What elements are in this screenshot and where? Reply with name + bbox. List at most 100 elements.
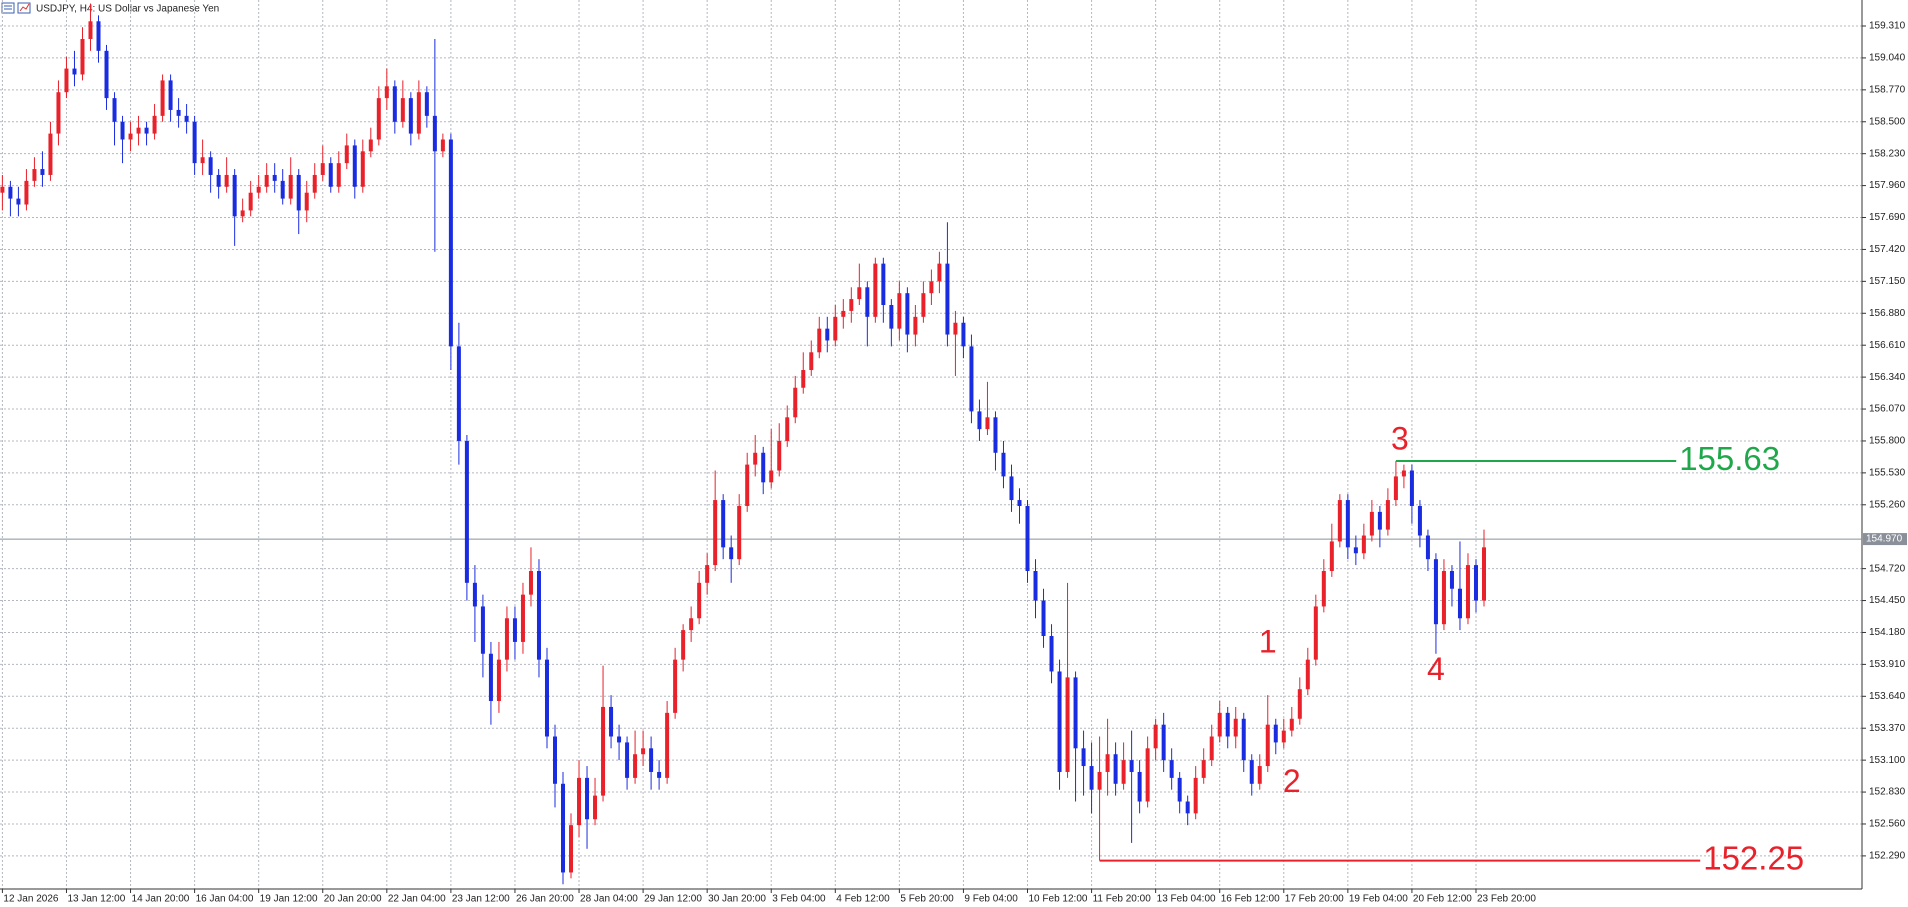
candle-body bbox=[304, 192, 309, 211]
wave-label: 3 bbox=[1391, 420, 1409, 456]
candle-body bbox=[945, 263, 950, 335]
x-tick-label: 23 Feb 20:00 bbox=[1477, 894, 1536, 905]
candle-body bbox=[921, 293, 926, 317]
candle-body bbox=[985, 417, 990, 430]
chart-title: USDJPY, H4: US Dollar vs Japanese Yen bbox=[36, 4, 219, 15]
candle-body bbox=[1097, 771, 1102, 790]
candle-body bbox=[705, 565, 710, 583]
candle-body bbox=[1209, 736, 1214, 761]
candle-body bbox=[24, 180, 29, 205]
current-price-label: 154.970 bbox=[1866, 534, 1903, 545]
candle-body bbox=[809, 352, 814, 371]
candle-body bbox=[737, 505, 742, 560]
icon bbox=[1, 2, 15, 14]
y-tick-label: 157.420 bbox=[1869, 244, 1906, 255]
icon-line bbox=[19, 3, 30, 12]
y-tick-label: 157.690 bbox=[1869, 212, 1906, 223]
x-tick-label: 4 Feb 12:00 bbox=[836, 894, 890, 905]
candle-body bbox=[448, 139, 453, 347]
x-tick-label: 16 Jan 04:00 bbox=[196, 894, 254, 905]
y-tick-label: 155.260 bbox=[1869, 499, 1906, 510]
candle-body bbox=[104, 50, 109, 99]
candle-body bbox=[544, 659, 549, 737]
x-tick-label: 17 Feb 20:00 bbox=[1285, 894, 1344, 905]
candle-body bbox=[841, 310, 846, 317]
x-tick-label: 28 Jan 04:00 bbox=[580, 894, 638, 905]
candle-body bbox=[1353, 547, 1358, 554]
candle-body bbox=[769, 470, 774, 483]
candle-body bbox=[1193, 777, 1198, 814]
candle-body bbox=[520, 594, 525, 642]
wave-label: 2 bbox=[1283, 763, 1301, 799]
candle-body bbox=[400, 98, 405, 122]
x-tick-label: 20 Jan 20:00 bbox=[324, 894, 382, 905]
candle-body bbox=[1113, 754, 1118, 784]
candle-body bbox=[136, 127, 141, 134]
y-tick-label: 154.450 bbox=[1869, 595, 1906, 606]
candle-body bbox=[1281, 730, 1286, 743]
x-tick-label: 19 Jan 12:00 bbox=[260, 894, 318, 905]
candle-body bbox=[849, 299, 854, 311]
candle-body bbox=[384, 86, 389, 99]
candle-body bbox=[1457, 588, 1462, 619]
x-tick-label: 22 Jan 04:00 bbox=[388, 894, 446, 905]
candle-body bbox=[665, 712, 670, 778]
candle-body bbox=[88, 21, 93, 40]
candle-body bbox=[1385, 500, 1390, 530]
candle-body bbox=[424, 92, 429, 116]
candle-body bbox=[1265, 724, 1270, 767]
candle-body bbox=[224, 174, 229, 187]
y-tick-label: 155.530 bbox=[1869, 468, 1906, 479]
candle-body bbox=[1225, 712, 1230, 737]
x-tick-label: 26 Jan 20:00 bbox=[516, 894, 574, 905]
candle-body bbox=[184, 115, 189, 122]
candle-body bbox=[64, 68, 69, 93]
candle-body bbox=[320, 163, 325, 175]
y-tick-label: 158.770 bbox=[1869, 84, 1906, 95]
candle-body bbox=[1361, 535, 1366, 554]
candle-body bbox=[480, 606, 485, 654]
candle-body bbox=[649, 748, 654, 772]
candle-body bbox=[1257, 766, 1262, 784]
y-tick-label: 158.230 bbox=[1869, 148, 1906, 159]
candle-body bbox=[873, 263, 878, 317]
candle-body bbox=[1049, 636, 1054, 672]
candle-body bbox=[496, 659, 501, 702]
candle-body bbox=[296, 174, 301, 211]
x-tick-label: 3 Feb 04:00 bbox=[772, 894, 826, 905]
candle-body bbox=[633, 754, 638, 778]
candle-body bbox=[913, 316, 918, 335]
candle-body bbox=[528, 570, 533, 595]
candle-body bbox=[0, 186, 5, 193]
candle-body bbox=[585, 777, 590, 820]
candle-body bbox=[1369, 511, 1374, 536]
candle-body bbox=[1089, 766, 1094, 790]
candle-body bbox=[376, 98, 381, 140]
candle-body bbox=[1401, 470, 1406, 477]
candle-body bbox=[905, 293, 910, 335]
candle-body bbox=[408, 98, 413, 134]
candle-body bbox=[536, 570, 541, 660]
candle-body bbox=[216, 174, 221, 187]
x-tick-label: 5 Feb 20:00 bbox=[900, 894, 954, 905]
candle-body bbox=[96, 21, 101, 51]
candle-body bbox=[593, 795, 598, 820]
candle-body bbox=[440, 139, 445, 152]
candle-body bbox=[641, 748, 646, 755]
candle-body bbox=[1065, 677, 1070, 772]
candle-body bbox=[264, 174, 269, 187]
candle-body bbox=[993, 417, 998, 453]
candle-body bbox=[745, 464, 750, 506]
candle-body bbox=[1201, 760, 1206, 778]
candle-body bbox=[1009, 476, 1014, 501]
candle-body bbox=[16, 198, 21, 205]
candle-body bbox=[248, 192, 253, 211]
candle-body bbox=[1273, 724, 1278, 743]
candle-body bbox=[817, 328, 822, 353]
y-tick-label: 155.800 bbox=[1869, 436, 1906, 447]
candle-body bbox=[352, 145, 357, 187]
candle-body bbox=[753, 452, 758, 465]
candle-body bbox=[1449, 570, 1454, 589]
candle-body bbox=[897, 293, 902, 329]
